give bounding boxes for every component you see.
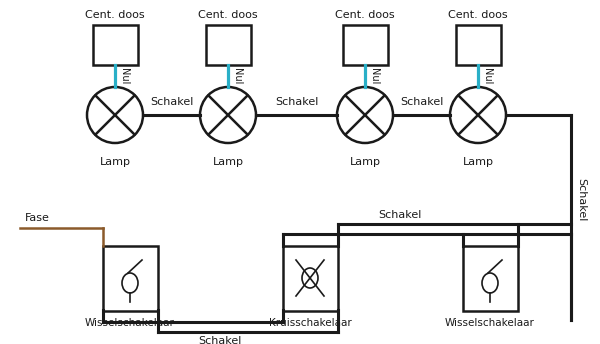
Text: Schakel: Schakel [199, 336, 242, 344]
Text: Nul: Nul [369, 68, 379, 84]
Text: Schakel: Schakel [150, 97, 193, 107]
Text: Lamp: Lamp [100, 157, 131, 167]
Text: Cent. doos: Cent. doos [448, 10, 508, 20]
Text: Cent. doos: Cent. doos [335, 10, 395, 20]
Text: Schakel: Schakel [400, 97, 443, 107]
Text: Lamp: Lamp [212, 157, 244, 167]
Text: Lamp: Lamp [463, 157, 493, 167]
Text: Cent. doos: Cent. doos [85, 10, 145, 20]
Text: Schakel: Schakel [379, 210, 422, 220]
Bar [205, 25, 251, 65]
Bar [455, 25, 500, 65]
Text: Cent. doos: Cent. doos [198, 10, 258, 20]
Bar [92, 25, 137, 65]
Text: Schakel: Schakel [275, 97, 318, 107]
Text: Nul: Nul [119, 68, 129, 84]
Bar [343, 25, 388, 65]
Bar [283, 246, 337, 311]
Text: Nul: Nul [232, 68, 242, 84]
Text: Kruisschakelaar: Kruisschakelaar [269, 318, 352, 328]
Text: Wisselschakelaar: Wisselschakelaar [445, 318, 535, 328]
Text: Fase: Fase [25, 213, 50, 223]
Text: Schakel: Schakel [576, 178, 586, 222]
Text: Nul: Nul [482, 68, 492, 84]
Bar [103, 246, 157, 311]
Text: Lamp: Lamp [349, 157, 380, 167]
Bar [463, 246, 517, 311]
Text: Wisselschakelaar: Wisselschakelaar [85, 318, 175, 328]
